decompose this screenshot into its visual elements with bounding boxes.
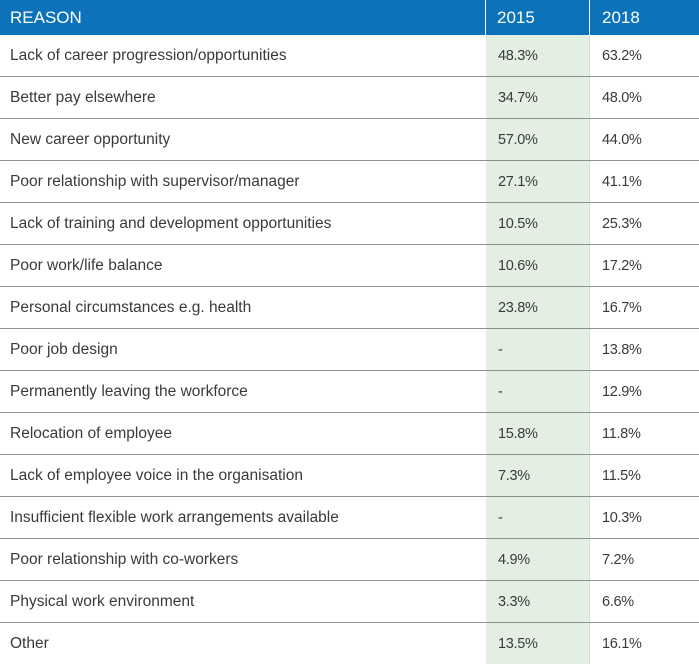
reason-cell: New career opportunity — [10, 130, 171, 148]
value-2015-cell: 4.9% — [485, 539, 589, 580]
value-2018-cell: 17.2% — [589, 245, 699, 286]
value-2015-cell: 3.3% — [485, 581, 589, 622]
reason-cell: Personal circumstances e.g. health — [10, 298, 252, 316]
reason-cell: Better pay elsewhere — [10, 88, 156, 106]
reason-cell: Lack of employee voice in the organisati… — [10, 466, 303, 484]
value-2015-cell: 10.6% — [485, 245, 589, 286]
value-2018-cell: 16.7% — [589, 287, 699, 328]
value-2015-cell: 13.5% — [485, 623, 589, 664]
value-2015-cell: - — [485, 371, 589, 412]
table-row: Other 13.5% 16.1% — [0, 623, 699, 664]
value-2015-cell: - — [485, 329, 589, 370]
table-body: Lack of career progression/opportunities… — [0, 35, 699, 664]
table-row: Poor relationship with co-workers 4.9% 7.2… — [0, 539, 699, 581]
reason-cell: Poor job design — [10, 340, 118, 358]
value-2015-cell: 27.1% — [485, 161, 589, 202]
reason-cell: Poor relationship with co-workers — [10, 550, 239, 568]
value-2015-cell: 10.5% — [485, 203, 589, 244]
value-2018-cell: 13.8% — [589, 329, 699, 370]
value-2015-cell: 15.8% — [485, 413, 589, 454]
value-2018-cell: 41.1% — [589, 161, 699, 202]
header-2018: 2018 — [589, 0, 699, 35]
table-row: New career opportunity 57.0% 44.0% — [0, 119, 699, 161]
table-row: Physical work environment 3.3% 6.6% — [0, 581, 699, 623]
table-row: Lack of career progression/opportunities… — [0, 35, 699, 77]
value-2015-cell: 7.3% — [485, 455, 589, 496]
table-row: Permanently leaving the workforce -12.9% — [0, 371, 699, 413]
value-2018-cell: 63.2% — [589, 35, 699, 76]
value-2015-cell: 57.0% — [485, 119, 589, 160]
value-2018-cell: 12.9% — [589, 371, 699, 412]
header-2015: 2015 — [485, 0, 589, 35]
table-row: Poor work/life balance 10.6% 17.2% — [0, 245, 699, 287]
reason-cell: Insufficient flexible work arrangements … — [10, 508, 339, 526]
table-header: REASON 2015 2018 — [0, 0, 699, 35]
value-2018-cell: 44.0% — [589, 119, 699, 160]
table-row: Relocation of employee 15.8% 11.8% — [0, 413, 699, 455]
value-2018-cell: 7.2% — [589, 539, 699, 580]
reason-cell: Poor relationship with supervisor/manage… — [10, 172, 300, 190]
value-2015-cell: 48.3% — [485, 35, 589, 76]
value-2018-cell: 11.5% — [589, 455, 699, 496]
table-row: Personal circumstances e.g. health 23.8% 1… — [0, 287, 699, 329]
table-row: Lack of employee voice in the organisati… — [0, 455, 699, 497]
reason-cell: Poor work/life balance — [10, 256, 163, 274]
table-row: Better pay elsewhere 34.7% 48.0% — [0, 77, 699, 119]
reason-cell: Lack of training and development opportu… — [10, 214, 332, 232]
reason-cell: Lack of career progression/opportunities — [10, 46, 287, 64]
table-row: Lack of training and development opportu… — [0, 203, 699, 245]
value-2015-cell: - — [485, 497, 589, 538]
value-2018-cell: 25.3% — [589, 203, 699, 244]
reason-cell: Other — [10, 634, 49, 652]
value-2018-cell: 11.8% — [589, 413, 699, 454]
value-2015-cell: 34.7% — [485, 77, 589, 118]
reason-cell: Physical work environment — [10, 592, 195, 610]
header-reason: REASON — [10, 7, 82, 27]
reason-cell: Relocation of employee — [10, 424, 172, 442]
table-row: Poor relationship with supervisor/manage… — [0, 161, 699, 203]
value-2018-cell: 6.6% — [589, 581, 699, 622]
value-2018-cell: 10.3% — [589, 497, 699, 538]
reason-cell: Permanently leaving the workforce — [10, 382, 248, 400]
table-row: Insufficient flexible work arrangements … — [0, 497, 699, 539]
value-2018-cell: 48.0% — [589, 77, 699, 118]
table-row: Poor job design -13.8% — [0, 329, 699, 371]
value-2018-cell: 16.1% — [589, 623, 699, 664]
value-2015-cell: 23.8% — [485, 287, 589, 328]
